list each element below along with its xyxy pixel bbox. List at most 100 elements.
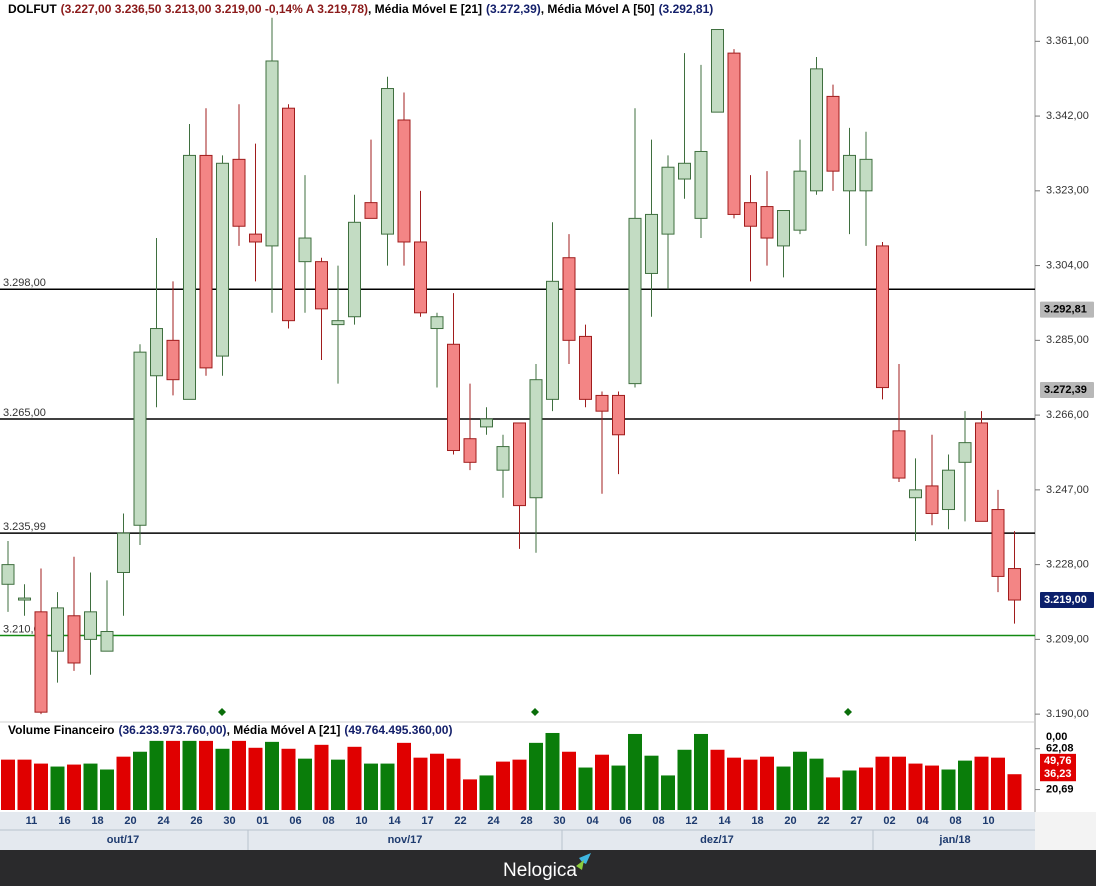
month-label: dez/17 [700,834,734,846]
candle-body [694,150,708,219]
candle-body [777,210,790,247]
volume-bar [793,751,807,810]
candle-body [678,162,691,180]
horizontal-line-label: 3.265,00 [3,407,46,419]
candle-body [925,485,939,514]
candle-body [991,509,1005,577]
volume-bar [479,775,494,810]
candle-body [265,60,279,247]
price-tag [1040,592,1094,609]
volume-bar [809,758,824,810]
candle-body [364,202,378,219]
candle-body [612,394,625,436]
volume-bar [232,740,246,810]
candle-body [381,88,394,235]
volume-bar [661,775,675,810]
volume-bar [182,740,197,810]
volume-bar [397,742,411,810]
volume-tick-label: 62,08 [1046,743,1074,755]
volume-bar [859,767,873,810]
time-axis [0,812,1035,850]
volume-bar [628,733,642,810]
candle-body [496,446,510,471]
volume-tag-label: 49,76 [1044,755,1072,767]
candle-body [727,52,741,215]
candle-body [909,489,922,499]
volume-bar [974,756,989,810]
candle-body [1,564,15,585]
candle-body [67,615,81,664]
volume-bar [529,742,543,810]
candle-body [183,154,196,400]
title-part: DOLFUT [8,2,57,16]
candle-body [430,316,444,330]
volume-bar [760,756,774,810]
x-tick-label: 30 [553,815,565,827]
candle-body [480,418,493,428]
price-tag-label: 3.219,00 [1044,594,1087,606]
candle-body [397,119,411,243]
y-tick-label: 3.304,00 [1046,259,1089,271]
x-tick-label: 27 [850,815,862,827]
footer-bar [0,850,1096,886]
volume-bar [116,756,131,810]
x-tick-label: 26 [190,815,202,827]
price-tag-label: 3.272,39 [1044,384,1087,396]
candle-body [562,257,576,341]
x-tick-label: 08 [949,815,961,827]
candle-body [447,343,460,452]
candle-body [975,422,988,522]
candle-body [414,241,427,314]
candle-body [463,438,477,463]
volume-bar [83,763,98,810]
candle-body [84,611,97,640]
month-label: out/17 [107,834,139,846]
volume-bar [578,767,593,810]
price-tag [1040,381,1094,398]
brand-icon [576,860,584,870]
volume-bar [331,759,345,810]
candle-body [579,335,592,400]
volume-bar [908,763,923,810]
volume-bar [215,748,230,810]
footer-brand: Nelogica [503,860,577,881]
candle-body [546,280,559,400]
candle-body [661,166,675,235]
x-tick-label: 20 [784,815,796,827]
candle-body [331,320,345,326]
candle-body [810,68,823,192]
candle-body [199,154,213,369]
price-tag [1040,301,1094,318]
candle-body [793,170,807,231]
x-tick-label: 10 [355,815,367,827]
x-tick-label: 24 [157,815,170,827]
y-tick-label: 3.285,00 [1046,334,1089,346]
x-tick-label: 08 [322,815,334,827]
volume-bar [133,751,147,810]
volume-bar [958,760,972,810]
volume-bar [512,759,527,810]
title-part: (3.292,81) [659,2,714,16]
candle-body [348,221,361,318]
volume-bar [941,769,956,810]
volume-bar [17,759,32,810]
candle-body [645,213,658,274]
candle-body [100,631,114,652]
x-tick-label: 17 [421,815,433,827]
volume-bar [694,733,708,810]
candle-body [150,328,163,377]
volume-bar [347,746,362,810]
title-part: , Média Móvel A [50] [541,2,655,16]
volume-bar [34,763,48,810]
volume-bar [430,753,444,810]
candle-body [744,202,757,227]
brand-icon [579,853,591,864]
volume-bar [298,758,312,810]
x-tick-label: 22 [817,815,829,827]
candle-body [298,237,312,263]
candle-body [315,261,328,310]
event-marker [844,708,852,716]
candle-body [892,430,906,479]
volume-bar [496,761,510,810]
y-tick-label: 3.247,00 [1046,484,1089,496]
